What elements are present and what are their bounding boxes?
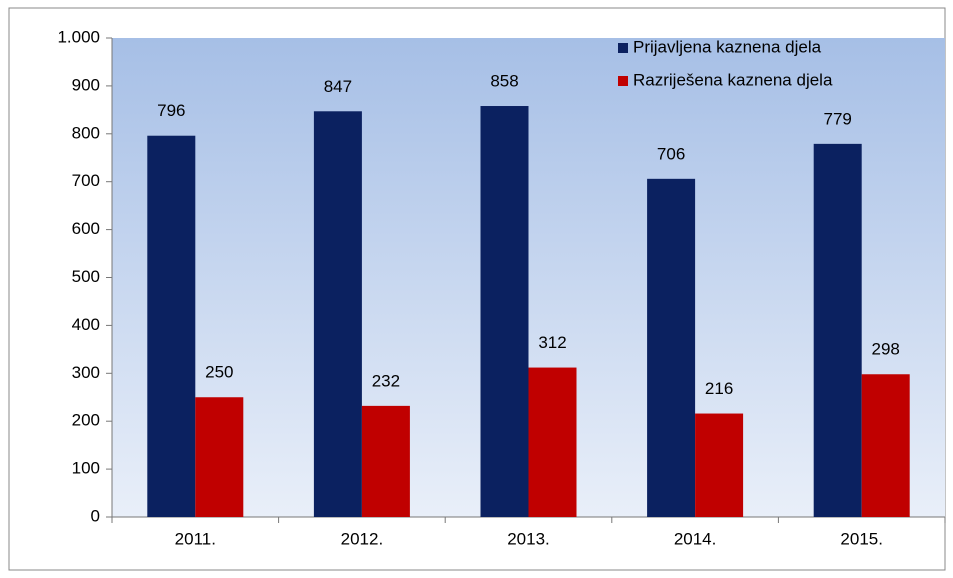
y-tick-label: 200 — [72, 411, 100, 430]
value-label: 858 — [490, 72, 518, 91]
x-tick-label: 2014. — [674, 529, 717, 548]
y-tick-label: 1.000 — [57, 27, 100, 46]
x-tick-label: 2015. — [840, 529, 883, 548]
legend-swatch — [618, 76, 628, 86]
bar — [195, 397, 244, 517]
bar — [528, 367, 577, 517]
x-tick-label: 2013. — [507, 529, 550, 548]
bar — [361, 405, 410, 517]
value-label: 216 — [705, 379, 733, 398]
value-label: 250 — [205, 363, 233, 382]
x-tick-label: 2011. — [175, 529, 216, 548]
value-label: 706 — [657, 144, 685, 163]
value-label: 298 — [872, 340, 900, 359]
bar — [647, 178, 696, 518]
legend-label: Prijavljena kaznena djela — [633, 37, 822, 56]
value-label: 796 — [157, 101, 185, 120]
bar — [695, 413, 744, 517]
value-label: 232 — [372, 371, 400, 390]
legend-swatch — [618, 43, 628, 53]
value-label: 779 — [824, 109, 852, 128]
y-tick-label: 300 — [72, 363, 100, 382]
y-tick-label: 900 — [72, 75, 100, 94]
y-tick-label: 800 — [72, 123, 100, 142]
bar — [813, 143, 862, 517]
y-tick-label: 100 — [72, 459, 100, 478]
y-tick-label: 600 — [72, 219, 100, 238]
y-tick-label: 700 — [72, 171, 100, 190]
bar — [147, 135, 196, 517]
y-tick-label: 500 — [72, 267, 100, 286]
legend-label: Razriješena kaznena djela — [633, 70, 833, 89]
x-tick-label: 2012. — [341, 529, 384, 548]
value-label: 847 — [324, 77, 352, 96]
y-tick-label: 0 — [91, 506, 100, 525]
bar — [480, 106, 529, 517]
bar — [861, 374, 910, 517]
value-label: 312 — [538, 333, 566, 352]
bar — [313, 111, 362, 518]
y-tick-label: 400 — [72, 315, 100, 334]
